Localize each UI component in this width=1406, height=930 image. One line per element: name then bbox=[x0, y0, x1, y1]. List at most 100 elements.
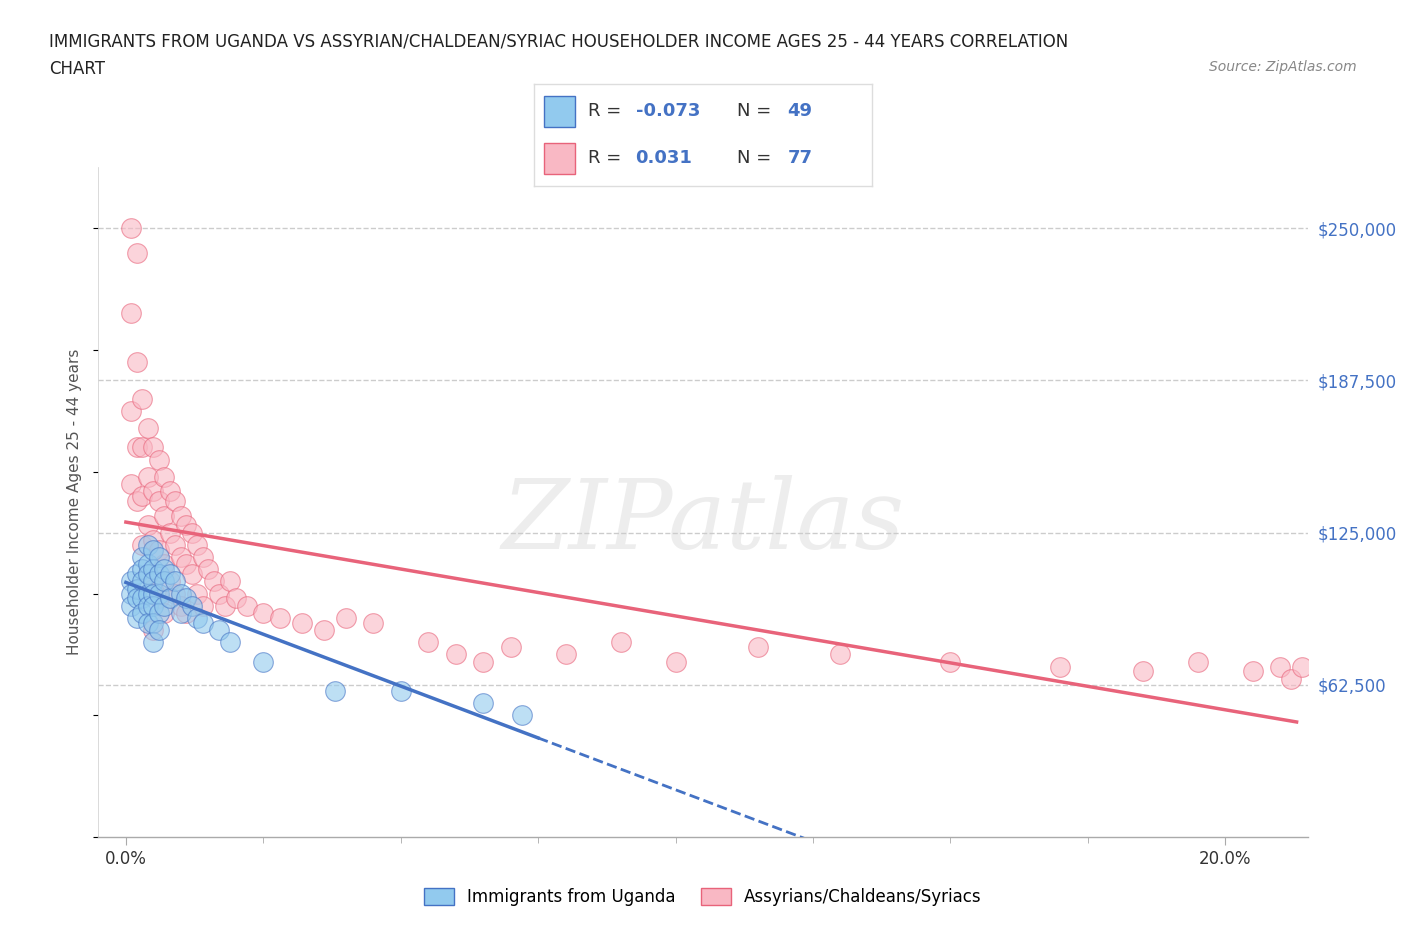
Point bbox=[1291, 659, 1313, 674]
Point bbox=[165, 538, 187, 552]
Point bbox=[142, 581, 165, 596]
Point bbox=[186, 586, 208, 601]
Point bbox=[176, 557, 198, 572]
Point bbox=[153, 562, 176, 577]
Point bbox=[225, 591, 247, 605]
Point bbox=[219, 635, 242, 650]
Text: IMMIGRANTS FROM UGANDA VS ASSYRIAN/CHALDEAN/SYRIAC HOUSEHOLDER INCOME AGES 25 - : IMMIGRANTS FROM UGANDA VS ASSYRIAN/CHALD… bbox=[49, 33, 1069, 50]
Point bbox=[180, 525, 202, 540]
Point bbox=[186, 610, 208, 625]
Point bbox=[472, 696, 495, 711]
Point bbox=[125, 246, 148, 260]
Point bbox=[214, 598, 236, 613]
Point bbox=[142, 440, 165, 455]
Point bbox=[165, 574, 187, 589]
Point bbox=[125, 566, 148, 581]
Point bbox=[153, 557, 176, 572]
Point bbox=[252, 654, 274, 669]
Point bbox=[170, 586, 193, 601]
Point bbox=[142, 635, 165, 650]
Point bbox=[120, 476, 142, 491]
Point bbox=[236, 598, 259, 613]
Point bbox=[120, 220, 142, 235]
Point bbox=[176, 591, 198, 605]
Point bbox=[159, 484, 181, 498]
Point bbox=[186, 538, 208, 552]
Point bbox=[142, 616, 165, 631]
Point bbox=[153, 470, 176, 485]
Point bbox=[170, 598, 193, 613]
Point bbox=[153, 574, 176, 589]
Point bbox=[510, 708, 533, 723]
Point bbox=[136, 566, 159, 581]
Point bbox=[125, 440, 148, 455]
Point bbox=[120, 404, 142, 418]
Point bbox=[208, 622, 231, 637]
Point bbox=[131, 562, 153, 577]
Point bbox=[148, 586, 170, 601]
Point bbox=[747, 640, 769, 655]
Point bbox=[142, 622, 165, 637]
Point bbox=[136, 518, 159, 533]
Point bbox=[159, 591, 181, 605]
Text: Source: ZipAtlas.com: Source: ZipAtlas.com bbox=[1209, 60, 1357, 74]
Point bbox=[252, 605, 274, 620]
Point bbox=[153, 605, 176, 620]
Point bbox=[120, 306, 142, 321]
Point bbox=[131, 574, 153, 589]
Point bbox=[142, 562, 165, 577]
Point bbox=[1132, 664, 1154, 679]
Point bbox=[170, 550, 193, 565]
Point bbox=[131, 605, 153, 620]
Point bbox=[176, 518, 198, 533]
Point bbox=[499, 640, 522, 655]
Point bbox=[148, 622, 170, 637]
Point bbox=[170, 508, 193, 523]
Point bbox=[153, 508, 176, 523]
Point bbox=[142, 542, 165, 557]
Point bbox=[131, 591, 153, 605]
Point bbox=[291, 616, 314, 631]
Point bbox=[335, 610, 357, 625]
Point bbox=[1268, 659, 1291, 674]
Point bbox=[191, 616, 214, 631]
Point bbox=[418, 635, 440, 650]
Point bbox=[939, 654, 962, 669]
Text: -0.073: -0.073 bbox=[636, 102, 700, 120]
Point bbox=[1241, 664, 1264, 679]
Point bbox=[180, 566, 202, 581]
Point bbox=[323, 684, 346, 698]
Point bbox=[1279, 671, 1302, 686]
Point bbox=[389, 684, 412, 698]
Point bbox=[148, 452, 170, 467]
Point bbox=[120, 598, 142, 613]
Point bbox=[148, 591, 170, 605]
Point bbox=[136, 470, 159, 485]
Point bbox=[361, 616, 384, 631]
Point bbox=[180, 598, 202, 613]
Point bbox=[136, 566, 159, 581]
Point bbox=[125, 354, 148, 369]
Point bbox=[120, 574, 142, 589]
Point bbox=[191, 598, 214, 613]
Point bbox=[159, 525, 181, 540]
Point bbox=[269, 610, 291, 625]
Point bbox=[136, 598, 159, 613]
Point bbox=[197, 562, 219, 577]
Text: CHART: CHART bbox=[49, 60, 105, 78]
Legend: Immigrants from Uganda, Assyrians/Chaldeans/Syriacs: Immigrants from Uganda, Assyrians/Chalde… bbox=[418, 881, 988, 912]
Point bbox=[142, 533, 165, 548]
Point bbox=[830, 647, 852, 662]
Point bbox=[142, 586, 165, 601]
Point bbox=[148, 550, 170, 565]
Point bbox=[148, 566, 170, 581]
Point bbox=[208, 586, 231, 601]
Point bbox=[148, 494, 170, 509]
Point bbox=[131, 392, 153, 406]
Point bbox=[125, 591, 148, 605]
Point bbox=[131, 550, 153, 565]
Point bbox=[165, 586, 187, 601]
Point bbox=[125, 494, 148, 509]
Text: 0.031: 0.031 bbox=[636, 150, 692, 167]
Text: N =: N = bbox=[737, 102, 776, 120]
